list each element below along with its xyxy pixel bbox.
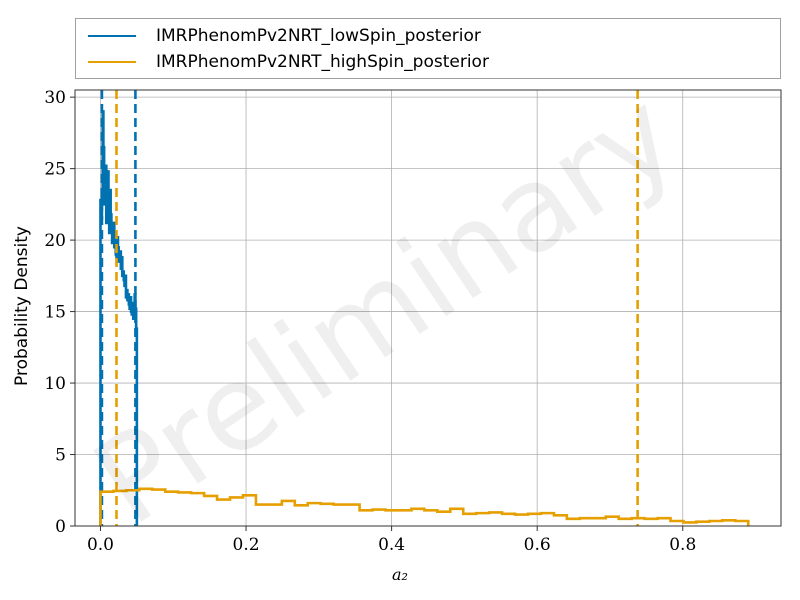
y-tick-label: 20	[44, 231, 66, 251]
legend: IMRPhenomPv2NRT_lowSpin_posterior IMRPhe…	[75, 18, 781, 79]
y-tick-label: 30	[44, 88, 66, 108]
y-tick-label: 5	[55, 446, 66, 466]
y-tick-label: 25	[44, 160, 66, 180]
grid-lines	[75, 90, 781, 527]
x-tick-label: 0.4	[378, 535, 405, 555]
x-axis-label: a₂	[392, 565, 408, 584]
legend-item-low-spin: IMRPhenomPv2NRT_lowSpin_posterior	[88, 23, 481, 49]
legend-label-low-spin: IMRPhenomPv2NRT_lowSpin_posterior	[156, 26, 481, 46]
series-0-histogram	[99, 110, 139, 526]
y-tick-label: 15	[44, 303, 66, 323]
legend-label-high-spin: IMRPhenomPv2NRT_highSpin_posterior	[156, 52, 489, 72]
axis-ticks: 0.0 0.2 0.4 0.6 0.8 0 5 10 15 20 25 30	[44, 88, 696, 555]
legend-swatch-high-spin	[88, 61, 136, 63]
x-tick-label: 0.8	[669, 535, 696, 555]
legend-item-high-spin: IMRPhenomPv2NRT_highSpin_posterior	[88, 49, 489, 75]
series-1-histogram	[99, 487, 750, 526]
plot-area	[99, 90, 750, 526]
x-tick-label: 0.2	[233, 535, 260, 555]
y-tick-label: 0	[55, 517, 66, 537]
y-tick-label: 10	[44, 374, 66, 394]
x-tick-label: 0.0	[87, 535, 114, 555]
x-tick-label: 0.6	[524, 535, 551, 555]
y-axis-label: Probability Density	[12, 226, 32, 386]
legend-swatch-low-spin	[88, 35, 136, 37]
plot-frame	[74, 89, 782, 527]
